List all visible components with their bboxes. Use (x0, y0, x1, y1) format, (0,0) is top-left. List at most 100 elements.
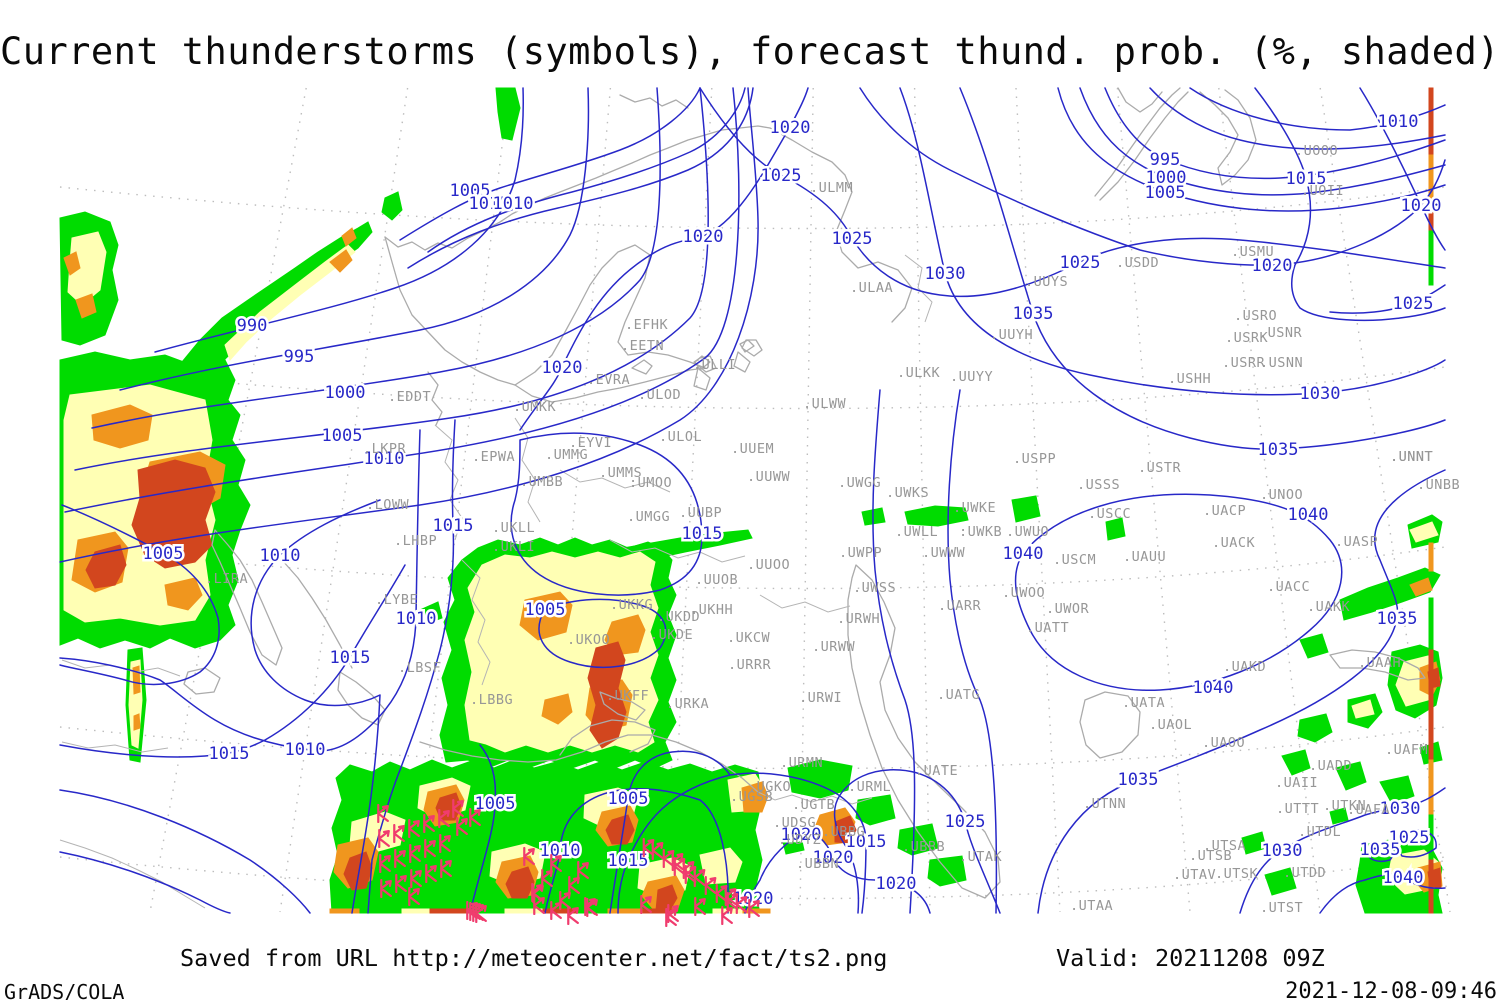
station-label: .UMMG (545, 447, 588, 463)
station-label: .LYBE (375, 592, 418, 608)
station-label: .EPWA (472, 449, 515, 465)
isobars-layer-shape (519, 87, 809, 431)
coastlines-layer-shape (693, 367, 711, 391)
station-label: .UNNT (1390, 449, 1433, 465)
isobars-layer-shape (154, 87, 524, 353)
isobars-layer-shape (1329, 284, 1446, 314)
station-label: .UKLI (492, 539, 535, 555)
isobar-label: 1015 (469, 194, 510, 214)
isobars-layer-shape (64, 87, 740, 513)
station-label: .UUOB (695, 572, 738, 588)
isobar-label: 1030 (1300, 384, 1341, 404)
isobar-labels-layer: 9909951000100510101015100510151010102010… (140, 110, 1444, 912)
station-label: .UUYY (950, 369, 993, 385)
isobars-layer-shape (59, 851, 231, 914)
isobars-layer-shape (510, 432, 703, 596)
isobar-label: 1040 (1193, 678, 1234, 698)
station-label: .UNOO (1260, 487, 1303, 503)
isobars-layer-shape (119, 87, 590, 391)
isobars-layer-shape (74, 87, 709, 471)
coastlines-layer-shape (1199, 89, 1257, 186)
isobar-label: 1030 (925, 264, 966, 284)
station-label: .UKDD (657, 609, 700, 625)
station-label: .UKHH (690, 602, 733, 618)
probability-shading-layer-shape (1329, 807, 1349, 825)
isobars-layer-shape (1079, 87, 1446, 196)
station-label: .UTKN (1323, 798, 1366, 814)
probability-shading-layer-shape (505, 866, 535, 899)
isobar-label: 1010 (493, 194, 534, 214)
isobars-layer-shape (1037, 469, 1446, 914)
station-label: .UARR (938, 598, 982, 614)
coastlines-layer-shape (211, 529, 283, 666)
probability-shading-layer-shape (63, 251, 81, 276)
probability-shading-layer-shape (741, 781, 769, 813)
isobars-layer-shape (833, 769, 1001, 914)
station-label: .UKCW (727, 630, 771, 646)
isobars-layer-shape (367, 419, 456, 914)
station-label: .USRO (1234, 308, 1277, 324)
probability-shading-layer (59, 87, 1443, 914)
isobar-label: 1015 (330, 648, 371, 668)
isobars-layer-shape (1239, 787, 1446, 914)
station-label: .UWOO (1002, 585, 1045, 601)
station-label: .UKLL (492, 520, 535, 536)
station-label: .UAKK (1307, 599, 1351, 615)
station-label: .UBBB (902, 839, 945, 855)
domain-edge-strips-shape (1428, 859, 1434, 914)
coastlines-layer-shape (631, 359, 653, 375)
probability-shading-layer-shape (1351, 699, 1375, 719)
isobars-layer-shape (91, 87, 661, 429)
station-label: .EFHK (625, 317, 669, 333)
graticule-layer-shape (279, 87, 409, 913)
isobars-layer-shape (250, 499, 381, 914)
station-label: .USRK (1225, 330, 1269, 346)
station-label: .EVRA (587, 372, 630, 388)
isobar-label: 1040 (1003, 544, 1044, 564)
domain-edge-strips-shape (672, 908, 714, 914)
station-label: .USNN (1260, 355, 1303, 371)
isobar-label: 1035 (1258, 440, 1299, 460)
isobar-label: 1010 (1378, 112, 1419, 132)
station-label: .UWGG (838, 475, 881, 491)
probability-shading-layer-shape (1281, 749, 1311, 776)
station-label: .UTTT (1276, 801, 1319, 817)
domain-edge-strips-shape (504, 908, 544, 914)
domain-edge-strips-shape (429, 908, 471, 914)
graticule-layer-shape (1116, 87, 1191, 913)
coastlines-layer-shape (1079, 691, 1141, 759)
coastlines-layer-shape (733, 351, 751, 373)
isobars-layer-shape (899, 87, 1446, 396)
station-label: .URWW (812, 639, 856, 655)
isobars-layer-shape (59, 429, 421, 752)
coastlines-layer-shape (61, 741, 169, 753)
isobar-label: 1015 (682, 524, 723, 544)
coastlines-layer-shape (757, 791, 873, 805)
coastlines-layer-shape (461, 559, 491, 686)
station-label: .UKKG (610, 597, 653, 613)
station-label: .UASP (1335, 534, 1378, 550)
isobar-label: 1005 (450, 181, 491, 201)
probability-shading-layer-shape (91, 404, 153, 449)
station-label: .UAKD (1223, 659, 1266, 675)
domain-edge-strips-shape (1428, 230, 1434, 286)
probability-shading-layer-shape (605, 814, 635, 845)
station-label: .LOWW (366, 497, 410, 513)
station-label: .USRR (1222, 355, 1266, 371)
isobar-label: 1040 (1288, 505, 1329, 525)
coastlines-layer-shape (1094, 87, 1181, 197)
isobar-label: 1010 (285, 740, 326, 760)
probability-shading-layer-shape (1339, 567, 1441, 621)
station-label: .UACC (1267, 579, 1310, 595)
isobars-layer-shape (1014, 493, 1343, 691)
station-label: .UTAV (1173, 867, 1216, 883)
isobar-label: 995 (284, 347, 315, 367)
station-label: .UUYS (1025, 274, 1068, 290)
station-label: .UMMS (599, 465, 642, 481)
probability-shading-layer-shape (329, 249, 353, 273)
coastlines-layer-shape (769, 127, 913, 323)
domain-edge-strips-shape (607, 908, 644, 914)
station-label: .UUEM (731, 441, 774, 457)
